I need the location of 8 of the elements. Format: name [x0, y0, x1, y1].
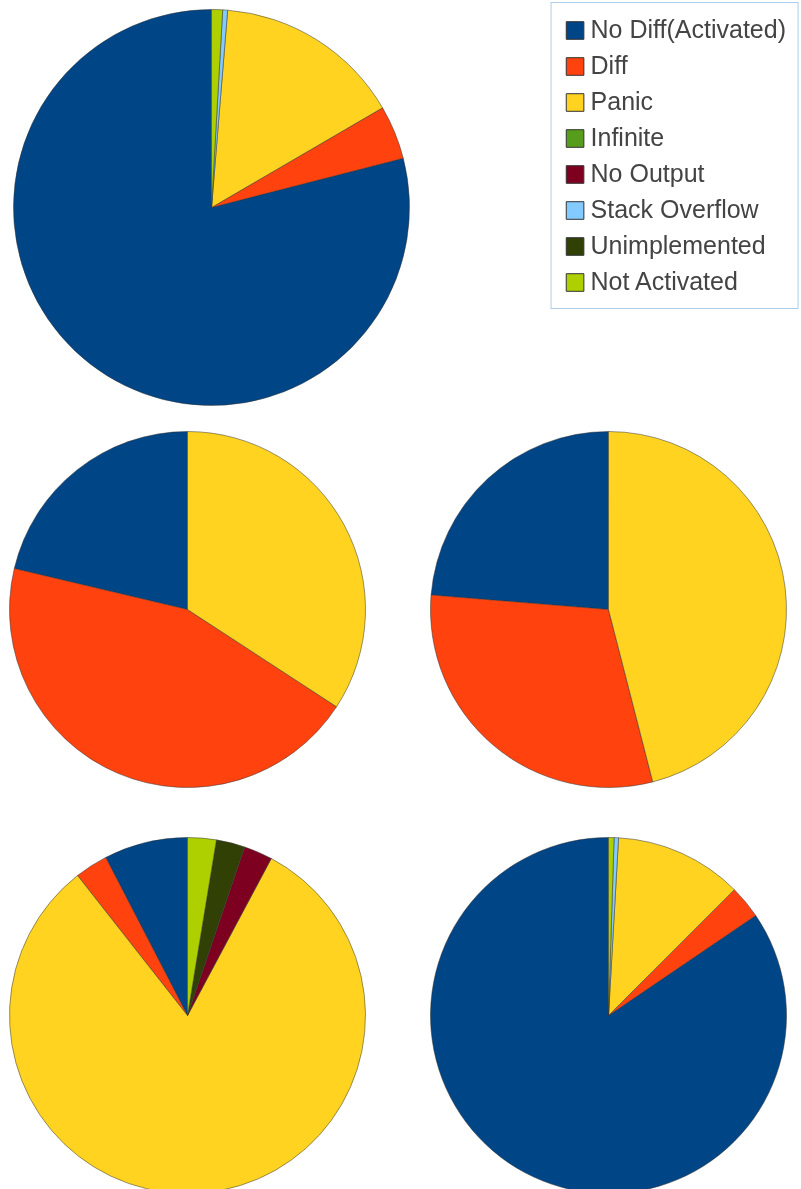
legend-label: Infinite: [590, 123, 665, 152]
legend-label: Unimplemented: [590, 231, 766, 260]
legend-label: No Output: [590, 159, 705, 188]
legend-label: Stack Overflow: [590, 195, 759, 224]
legend-label: No Diff(Activated): [590, 15, 786, 44]
legend-label: Not Activated: [590, 267, 738, 296]
legend-label: Diff: [590, 51, 628, 80]
legend-label: Panic: [590, 87, 654, 116]
